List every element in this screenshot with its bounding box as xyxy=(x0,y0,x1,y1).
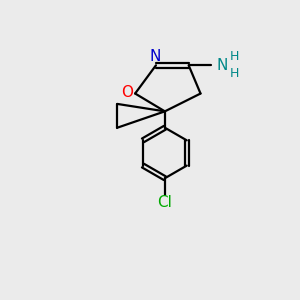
Text: Cl: Cl xyxy=(158,195,172,210)
Text: N: N xyxy=(216,58,228,73)
Text: N: N xyxy=(149,50,161,64)
Text: O: O xyxy=(121,85,133,100)
Text: H: H xyxy=(230,67,239,80)
Text: H: H xyxy=(230,50,239,64)
